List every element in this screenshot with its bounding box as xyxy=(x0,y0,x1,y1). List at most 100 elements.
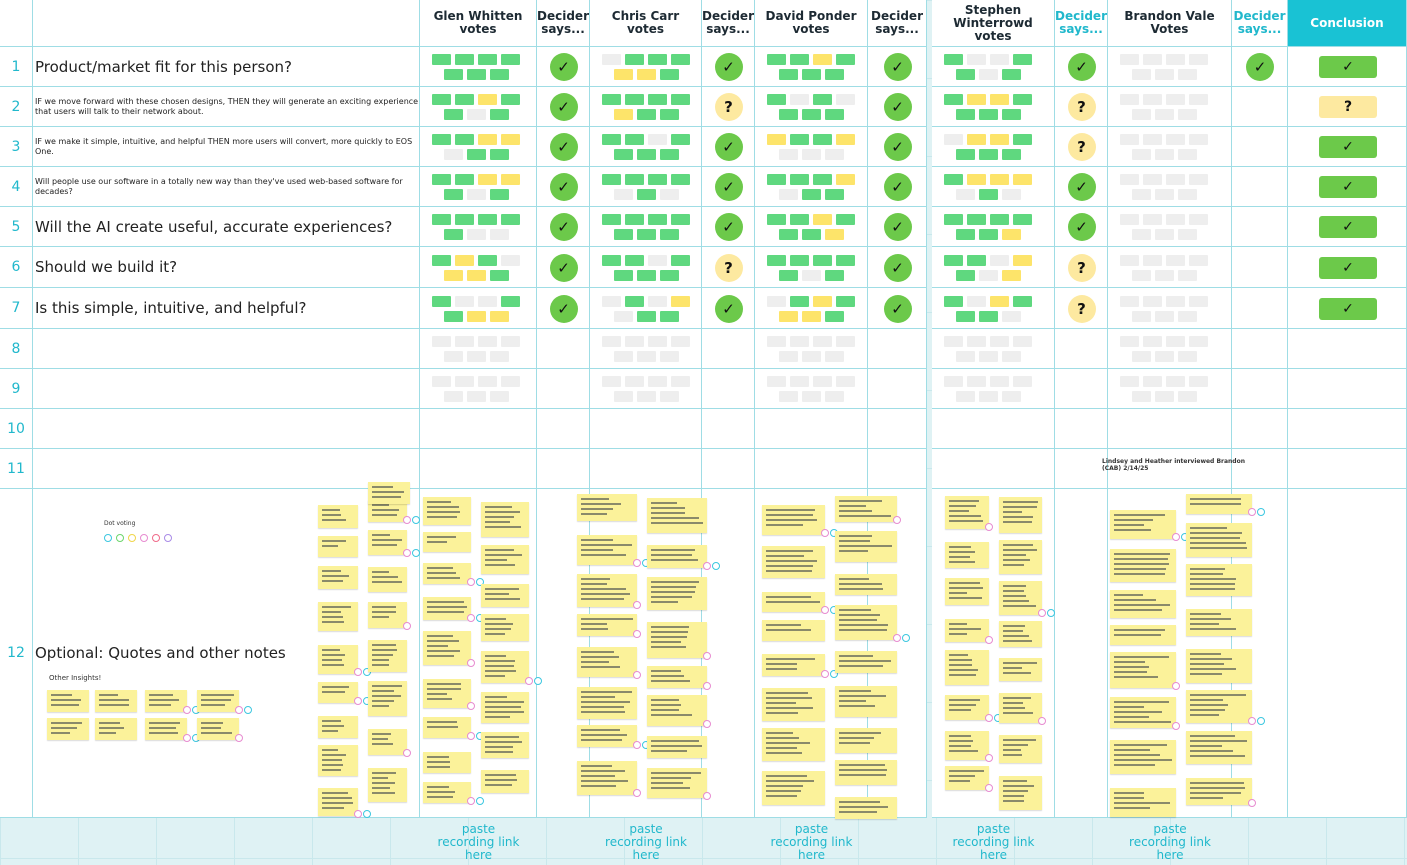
vote-dot xyxy=(703,562,711,571)
cell xyxy=(1108,288,1232,329)
vote-square xyxy=(1132,269,1151,281)
cell xyxy=(420,247,537,288)
sticky-note xyxy=(647,695,707,727)
decider-verdict: ✓ xyxy=(549,294,578,323)
decider-verdict: ? xyxy=(714,93,743,121)
sticky-note xyxy=(647,736,707,758)
note-line xyxy=(427,644,449,647)
vote-square xyxy=(956,391,975,402)
note-line xyxy=(322,691,345,694)
decider-verdict: ? xyxy=(1067,133,1096,161)
vote-square xyxy=(836,54,855,65)
note-line xyxy=(581,650,614,653)
sticky-note xyxy=(1110,624,1176,645)
cell: ✓ xyxy=(868,87,927,127)
note-line xyxy=(1002,604,1037,607)
vote-square xyxy=(444,109,463,120)
vote-square xyxy=(1178,351,1197,362)
vote-square xyxy=(967,94,986,105)
cell xyxy=(420,47,537,87)
vote-square xyxy=(825,269,844,281)
cell: ✓ xyxy=(702,207,755,247)
note-line xyxy=(581,733,627,736)
note-line xyxy=(838,700,867,703)
note-line xyxy=(485,711,524,714)
sticky-note xyxy=(577,493,637,521)
note-line xyxy=(322,540,346,543)
note-line xyxy=(371,571,390,574)
vote-square xyxy=(1013,376,1032,387)
sticky-note xyxy=(145,690,187,712)
sticky-note xyxy=(998,620,1042,648)
vote-square xyxy=(432,214,451,225)
vote-square xyxy=(990,376,1009,387)
vote-dot xyxy=(1172,533,1180,542)
cell: ✓ xyxy=(702,47,755,87)
vote-dot xyxy=(467,702,475,711)
cell xyxy=(590,369,702,409)
vote-square xyxy=(779,310,798,322)
cell: ✓ xyxy=(868,167,927,207)
note-line xyxy=(651,512,686,515)
vote-square xyxy=(1178,391,1197,402)
note-line xyxy=(371,576,399,579)
note-line xyxy=(949,654,969,657)
sticky-note xyxy=(1186,777,1252,806)
vote-square xyxy=(1189,295,1208,307)
cell xyxy=(755,87,868,127)
note-line xyxy=(322,579,343,582)
vote-square xyxy=(1189,254,1208,266)
decider-verdict: ✓ xyxy=(1067,213,1096,241)
cell xyxy=(1232,167,1288,207)
vote-square xyxy=(956,109,975,120)
row-number: 2 xyxy=(0,87,33,127)
decider-verdict: ✓ xyxy=(883,93,912,121)
note-line xyxy=(1002,789,1029,792)
vote-square xyxy=(1166,295,1185,307)
vote-square xyxy=(1189,376,1208,387)
note-line xyxy=(949,550,975,553)
vote-dot xyxy=(820,529,829,538)
note-line xyxy=(1002,599,1030,602)
note-line xyxy=(838,655,874,658)
vote-square xyxy=(1120,214,1139,225)
note-line xyxy=(322,514,341,517)
note-line xyxy=(485,660,515,663)
note-line xyxy=(838,509,872,512)
note-line xyxy=(581,617,633,620)
vote-square xyxy=(802,310,821,322)
row-number: 4 xyxy=(0,167,33,207)
sticky-note xyxy=(318,536,358,557)
vote-square xyxy=(790,295,809,307)
sticky-note xyxy=(423,717,471,738)
vote-square xyxy=(648,214,667,225)
vote-square xyxy=(979,351,998,362)
note-line xyxy=(1190,572,1224,575)
note-line xyxy=(1190,537,1241,540)
cell xyxy=(1108,329,1232,369)
cell xyxy=(1288,369,1407,409)
cell xyxy=(420,167,537,207)
vote-square xyxy=(1143,94,1162,105)
sticky-note xyxy=(834,604,897,640)
column-header: Stephen Winterrowd votes xyxy=(932,0,1055,47)
note-line xyxy=(949,745,972,748)
vote-square xyxy=(944,54,963,65)
vote-square xyxy=(1166,54,1185,65)
row-number: 3 xyxy=(0,127,33,167)
vote-square xyxy=(802,149,821,160)
cell xyxy=(420,207,537,247)
note-line xyxy=(371,581,403,584)
cell: ✓ xyxy=(702,288,755,329)
sticky-note xyxy=(423,630,471,666)
vote-dot xyxy=(1257,717,1265,726)
vote-square xyxy=(944,94,963,105)
sticky-note xyxy=(481,692,529,724)
vote-square xyxy=(1166,376,1185,387)
vote-square xyxy=(1178,149,1197,160)
note-line xyxy=(485,740,523,743)
sticky-note xyxy=(1186,523,1252,558)
note-line xyxy=(201,699,231,701)
decider-verdict: ✓ xyxy=(714,133,743,161)
note-line xyxy=(838,764,886,767)
